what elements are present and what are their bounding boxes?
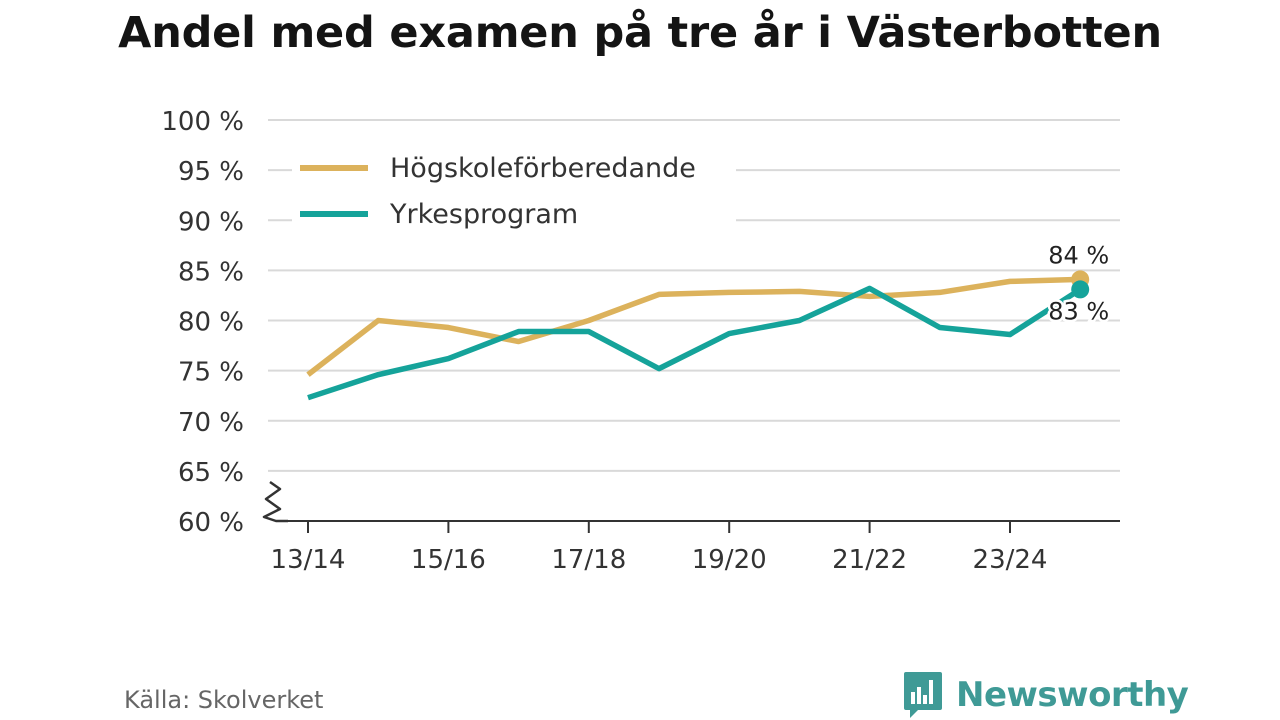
y-tick-label: 90 % [178,207,244,237]
y-axis-ticks: 60 % 65 % 70 % 75 % 80 % 85 % 90 % 95 % 100 % [161,107,244,538]
end-labels: 84 % 83 % [1046,239,1112,328]
newsworthy-logo-icon [904,672,942,718]
end-point [1071,280,1090,299]
series-line-yrkesprogram [307,285,1082,401]
x-tick-label: 21/22 [832,545,907,575]
end-label-hogskole: 84 % [1048,241,1109,269]
series-line-hogskoleforberedande [306,276,1081,377]
brand-logo: Newsworthy [902,670,1189,720]
y-tick-label: 85 % [178,257,244,287]
x-tick-label: 23/24 [973,545,1048,575]
legend-label: Högskoleförberedande [390,153,696,184]
y-tick-label: 80 % [178,308,244,338]
y-tick-label: 65 % [178,458,244,488]
x-tick-label: 13/14 [271,545,346,575]
x-axis [262,480,1120,523]
end-label-yrkes: 83 % [1048,297,1109,325]
x-tick-label: 15/16 [411,545,486,575]
brand-name: Newsworthy [956,675,1189,715]
y-tick-label: 70 % [178,408,244,438]
chart-title: Andel med examen på tre år i Västerbotte… [118,8,1162,58]
x-tick-label: 17/18 [551,545,626,575]
y-tick-label: 60 % [178,508,244,538]
y-tick-label: 100 % [161,107,244,137]
axis-break-icon [262,480,288,523]
y-tick-label: 75 % [178,358,244,388]
legend: Högskoleförberedande Yrkesprogram [292,146,736,230]
y-tick-label: 95 % [178,157,244,187]
source-note: Källa: Skolverket [124,686,324,714]
legend-label: Yrkesprogram [389,199,578,230]
x-axis-ticks: 13/14 15/16 17/18 19/20 21/22 23/24 [271,521,1048,575]
series [306,270,1090,401]
x-tick-label: 19/20 [692,545,767,575]
legend-background [292,146,736,222]
